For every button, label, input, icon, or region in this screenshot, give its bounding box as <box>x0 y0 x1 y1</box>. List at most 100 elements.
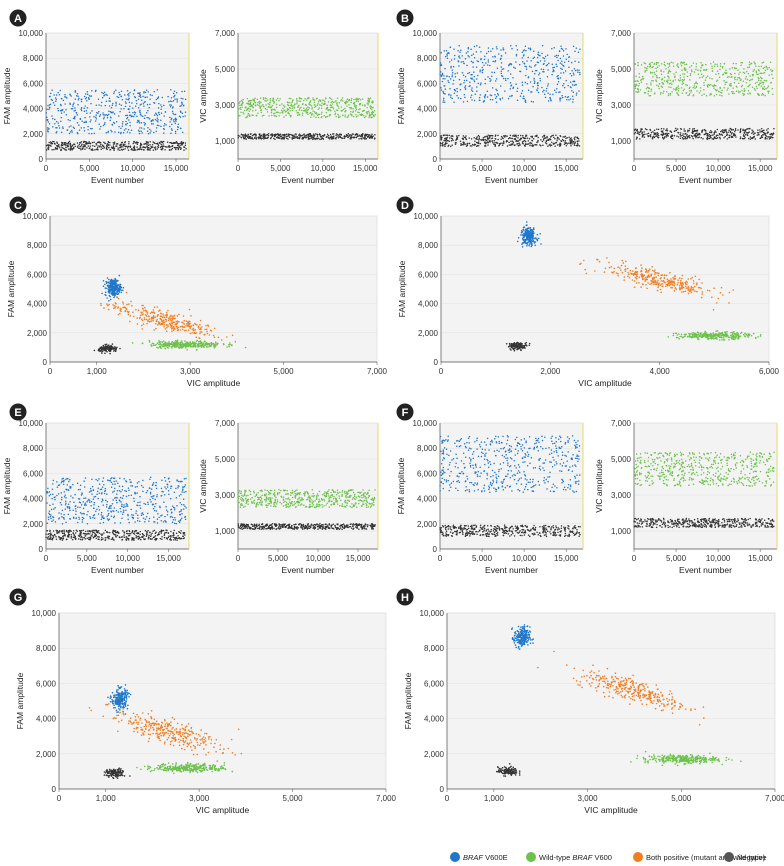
y-tick-label: 6,000 <box>27 270 48 279</box>
data-point <box>663 128 665 130</box>
data-point <box>725 69 727 71</box>
data-point <box>118 115 120 117</box>
data-point <box>114 284 116 286</box>
data-point <box>526 221 528 223</box>
data-point <box>529 141 531 144</box>
data-point <box>174 317 176 320</box>
data-point <box>148 339 151 342</box>
data-point <box>134 96 137 99</box>
data-point <box>454 89 457 92</box>
data-point <box>136 141 138 143</box>
data-point <box>308 106 311 109</box>
data-point <box>710 63 712 65</box>
data-point <box>450 139 453 142</box>
data-point <box>371 101 374 104</box>
x-tick-label: 15,000 <box>164 164 189 173</box>
data-point <box>350 97 353 100</box>
panel-label-C: C <box>9 196 27 214</box>
data-point <box>254 109 257 112</box>
data-point <box>728 134 731 137</box>
data-point <box>97 145 99 147</box>
data-point <box>113 291 115 293</box>
data-point <box>316 114 319 117</box>
data-point <box>549 97 552 100</box>
data-point <box>693 134 695 137</box>
data-point <box>208 334 211 336</box>
data-point <box>55 120 58 123</box>
data-point <box>282 104 285 107</box>
data-point <box>556 139 558 142</box>
data-point <box>760 65 763 68</box>
data-point <box>171 324 173 326</box>
data-point <box>337 115 340 117</box>
data-point <box>165 320 167 323</box>
data-point <box>170 149 173 151</box>
data-point <box>344 102 346 104</box>
data-point <box>565 79 567 82</box>
data-point <box>544 60 546 62</box>
data-point <box>686 135 688 137</box>
data-point <box>141 328 143 330</box>
data-point <box>164 111 167 113</box>
data-point <box>448 81 450 84</box>
data-point <box>106 277 109 279</box>
data-point <box>470 89 473 91</box>
data-point <box>669 79 672 82</box>
data-point <box>555 91 557 94</box>
data-point <box>552 93 554 96</box>
data-point <box>446 134 449 136</box>
data-point <box>129 114 132 116</box>
data-point <box>499 99 502 101</box>
data-point <box>181 326 183 328</box>
data-point <box>134 111 137 114</box>
data-point <box>746 134 749 136</box>
data-point <box>509 73 512 75</box>
data-point <box>139 316 141 319</box>
y-tick-label: 2,000 <box>417 130 438 139</box>
data-point <box>734 76 736 79</box>
data-point <box>61 146 63 149</box>
data-point <box>102 124 105 127</box>
data-point <box>124 105 127 108</box>
data-point <box>85 96 88 99</box>
data-point <box>682 138 684 140</box>
data-point <box>326 104 328 107</box>
data-point <box>556 144 559 146</box>
data-point <box>738 73 740 75</box>
data-point <box>220 339 223 341</box>
data-point <box>721 67 724 69</box>
data-point <box>536 56 539 59</box>
data-point <box>151 317 154 320</box>
data-point <box>563 61 566 64</box>
data-point <box>138 95 140 97</box>
data-point <box>744 129 747 132</box>
data-point <box>244 133 247 135</box>
data-point <box>129 121 131 124</box>
data-point <box>146 149 149 151</box>
data-point <box>569 138 571 140</box>
data-point <box>644 62 647 65</box>
data-point <box>689 137 691 139</box>
data-point <box>640 128 642 131</box>
data-point <box>127 94 129 96</box>
data-point <box>543 57 546 60</box>
data-point <box>144 114 146 117</box>
data-point <box>70 145 72 148</box>
data-point <box>702 69 705 71</box>
data-point <box>260 134 263 137</box>
data-point <box>501 97 504 99</box>
data-point <box>527 230 530 233</box>
data-point <box>291 101 293 103</box>
data-point <box>183 329 186 332</box>
data-point <box>556 138 558 140</box>
data-point <box>185 325 187 327</box>
data-point <box>533 77 535 80</box>
data-point <box>241 106 243 109</box>
data-point <box>522 140 525 142</box>
data-point <box>57 107 59 110</box>
data-point <box>237 134 240 137</box>
data-point <box>352 108 354 110</box>
data-point <box>249 99 252 102</box>
data-point <box>650 83 652 86</box>
data-point <box>730 135 733 138</box>
